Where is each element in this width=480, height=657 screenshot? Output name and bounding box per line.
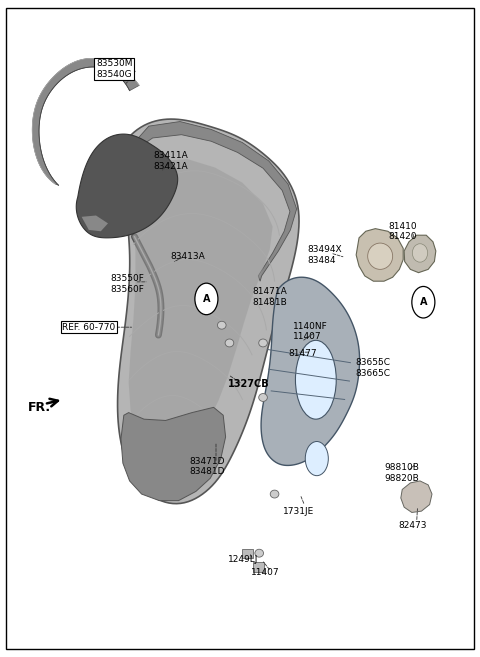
Text: 83550F
83560F: 83550F 83560F (110, 274, 144, 294)
Text: 83411A
83421A: 83411A 83421A (154, 151, 188, 171)
Text: 11407: 11407 (251, 568, 279, 578)
Polygon shape (32, 58, 139, 185)
Polygon shape (404, 235, 436, 273)
Polygon shape (261, 277, 360, 465)
Ellipse shape (368, 243, 393, 269)
Text: A: A (420, 297, 427, 307)
Text: 83413A: 83413A (170, 252, 205, 261)
Text: FR.: FR. (28, 401, 51, 414)
Text: 83471D
83481D: 83471D 83481D (190, 457, 225, 476)
FancyBboxPatch shape (253, 562, 264, 572)
Text: 1327CB: 1327CB (228, 379, 270, 390)
Text: 83530M
83540G: 83530M 83540G (96, 59, 132, 79)
Text: 82473: 82473 (398, 521, 427, 530)
Text: 81471A
81481B: 81471A 81481B (252, 287, 287, 307)
Text: REF. 60-770: REF. 60-770 (62, 323, 116, 332)
Text: 98810B
98820B: 98810B 98820B (384, 463, 419, 483)
Polygon shape (118, 119, 299, 504)
Ellipse shape (255, 549, 264, 557)
Text: A: A (203, 294, 210, 304)
Ellipse shape (259, 394, 267, 401)
Polygon shape (130, 122, 297, 281)
Ellipse shape (259, 339, 267, 347)
Ellipse shape (270, 490, 279, 498)
Text: 83494X
83484: 83494X 83484 (307, 245, 342, 265)
Text: 83655C
83665C: 83655C 83665C (355, 358, 390, 378)
Ellipse shape (305, 442, 328, 476)
Ellipse shape (412, 244, 428, 262)
Circle shape (195, 283, 218, 315)
Polygon shape (129, 159, 273, 457)
Ellipse shape (296, 340, 336, 419)
Text: 81410
81420: 81410 81420 (389, 221, 418, 241)
Polygon shape (121, 407, 226, 501)
Text: 1140NF
11407: 1140NF 11407 (293, 322, 327, 342)
FancyBboxPatch shape (242, 549, 253, 558)
Text: 81477: 81477 (288, 349, 317, 358)
Text: 1731JE: 1731JE (283, 507, 314, 516)
Ellipse shape (217, 321, 226, 329)
Text: 1249LJ: 1249LJ (228, 555, 258, 564)
Ellipse shape (225, 339, 234, 347)
Polygon shape (356, 229, 403, 281)
Polygon shape (401, 481, 432, 512)
Polygon shape (76, 134, 178, 238)
Polygon shape (82, 215, 108, 231)
Circle shape (412, 286, 435, 318)
